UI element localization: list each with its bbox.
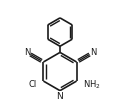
Text: NH$_2$: NH$_2$ — [83, 78, 101, 91]
Text: N: N — [90, 48, 96, 57]
Text: N: N — [57, 92, 63, 101]
Text: Cl: Cl — [28, 80, 37, 89]
Text: N: N — [24, 48, 30, 57]
